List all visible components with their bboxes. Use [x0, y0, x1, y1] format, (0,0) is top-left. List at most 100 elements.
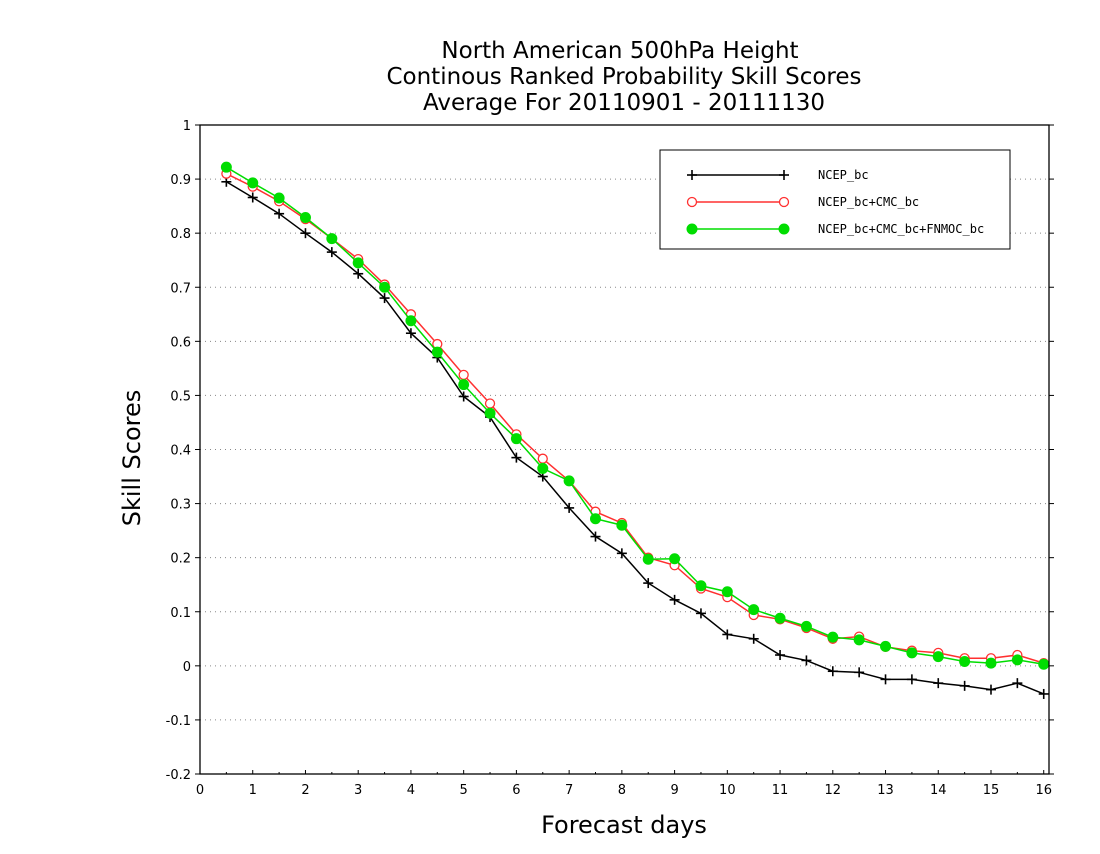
chart-title: North American 500hPa Height Continous R…	[386, 38, 861, 116]
y-tick-label: 0.4	[170, 444, 191, 459]
data-point-filled-circle	[326, 233, 338, 245]
x-axis-label: Forecast days	[541, 811, 707, 839]
x-tick-label: 10	[719, 783, 736, 798]
data-point-filled-circle	[247, 177, 259, 189]
y-tick-label: 0.2	[170, 552, 191, 567]
data-point-plus	[933, 678, 944, 689]
data-point-open-circle	[778, 196, 790, 208]
legend-label: NCEP_bc+CMC_bc+FNMOC_bc	[818, 222, 984, 236]
axis-ticks: -0.2-0.100.10.20.30.40.50.60.70.80.910 1 2…	[166, 119, 1054, 798]
data-point-filled-circle	[959, 656, 971, 668]
x-tick-label: 11	[772, 783, 789, 798]
data-point-plus	[353, 268, 364, 279]
data-point-filled-circle	[800, 620, 812, 632]
data-point-plus	[1038, 688, 1049, 699]
data-point-filled-circle	[379, 281, 391, 293]
data-point-filled-circle	[220, 161, 232, 173]
series-line	[225, 181, 1045, 695]
legend: NCEP_bc NCEP_bc+CMC_bc NCEP_bc+CMC_bc+FNMO…	[659, 149, 1011, 250]
y-tick-label: 0.5	[170, 389, 191, 404]
data-point-plus	[326, 247, 337, 258]
y-tick-label: 0.3	[170, 498, 191, 513]
y-tick-label: -0.1	[166, 714, 191, 729]
chart-title-line-3: Average For 20110901 - 20111130	[423, 90, 825, 116]
data-point-filled-circle	[932, 651, 944, 663]
legend-label: NCEP_bc	[818, 168, 869, 182]
series-1	[221, 176, 1049, 699]
data-point-filled-circle	[1011, 654, 1023, 666]
x-tick-label: 14	[930, 783, 947, 798]
chart-title-line-2: Continous Ranked Probability Skill Score…	[386, 64, 861, 90]
x-tick-label: 15	[983, 783, 1000, 798]
data-point-filled-circle	[563, 475, 575, 487]
y-tick-label: 1	[183, 119, 191, 134]
series-layer	[220, 161, 1050, 699]
data-point-plus	[247, 192, 258, 203]
legend-label: NCEP_bc+CMC_bc	[818, 195, 919, 209]
data-point-plus	[722, 629, 733, 640]
data-point-filled-circle	[906, 647, 918, 659]
y-tick-label: 0.8	[170, 227, 191, 242]
x-tick-label: 8	[618, 783, 626, 798]
legend-entry: NCEP_bc	[687, 168, 869, 182]
data-point-filled-circle	[458, 379, 470, 391]
data-point-filled-circle	[853, 634, 865, 646]
data-point-filled-circle	[1038, 658, 1050, 670]
data-point-filled-circle	[774, 612, 786, 624]
data-point-plus	[669, 594, 680, 605]
data-point-filled-circle	[537, 462, 549, 474]
x-tick-label: 0	[196, 783, 204, 798]
x-tick-label: 1	[249, 783, 257, 798]
data-point-filled-circle	[642, 553, 654, 565]
data-point-plus	[590, 531, 601, 542]
data-point-filled-circle	[695, 580, 707, 592]
data-point-plus	[511, 452, 522, 463]
data-point-filled-circle	[352, 257, 364, 269]
y-tick-label: 0	[183, 660, 191, 675]
data-point-filled-circle	[616, 519, 628, 531]
data-point-plus	[379, 293, 390, 304]
y-tick-label: 0.1	[170, 606, 191, 621]
data-point-open-circle	[537, 453, 548, 464]
chart-title-line-1: North American 500hPa Height	[441, 38, 798, 64]
x-tick-label: 6	[512, 783, 520, 798]
data-point-plus	[854, 667, 865, 678]
data-point-plus	[458, 391, 469, 402]
x-tick-label: 5	[460, 783, 468, 798]
data-point-plus	[906, 674, 917, 685]
data-point-filled-circle	[405, 315, 417, 327]
data-point-filled-circle	[721, 586, 733, 598]
data-point-plus	[827, 666, 838, 677]
y-axis-label: Skill Scores	[118, 390, 146, 527]
data-point-plus	[959, 680, 970, 691]
data-point-plus	[985, 684, 996, 695]
data-point-filled-circle	[880, 640, 892, 652]
legend-entry: NCEP_bc+CMC_bc+FNMOC_bc	[686, 222, 984, 236]
data-point-plus	[695, 608, 706, 619]
data-point-plus	[643, 578, 654, 589]
data-point-plus	[300, 228, 311, 239]
data-point-filled-circle	[484, 407, 496, 419]
y-tick-label: 0.9	[170, 173, 191, 188]
data-point-plus	[748, 633, 759, 644]
data-point-filled-circle	[669, 553, 681, 565]
x-tick-label: 9	[670, 783, 678, 798]
data-point-plus	[687, 170, 697, 180]
data-point-plus	[1012, 678, 1023, 689]
legend-box	[659, 149, 1011, 250]
x-tick-label: 16	[1035, 783, 1052, 798]
y-tick-label: 0.6	[170, 335, 191, 350]
x-tick-label: 12	[825, 783, 842, 798]
data-point-filled-circle	[299, 211, 311, 223]
data-point-plus	[616, 548, 627, 559]
data-point-filled-circle	[827, 631, 839, 643]
data-point-filled-circle	[273, 192, 285, 204]
x-tick-label: 7	[565, 783, 573, 798]
data-point-filled-circle	[686, 223, 698, 235]
legend-entry: NCEP_bc+CMC_bc	[686, 195, 919, 209]
data-point-open-circle	[458, 369, 469, 381]
data-point-plus	[274, 208, 285, 219]
x-tick-label: 2	[301, 783, 309, 798]
data-point-plus	[405, 328, 416, 339]
